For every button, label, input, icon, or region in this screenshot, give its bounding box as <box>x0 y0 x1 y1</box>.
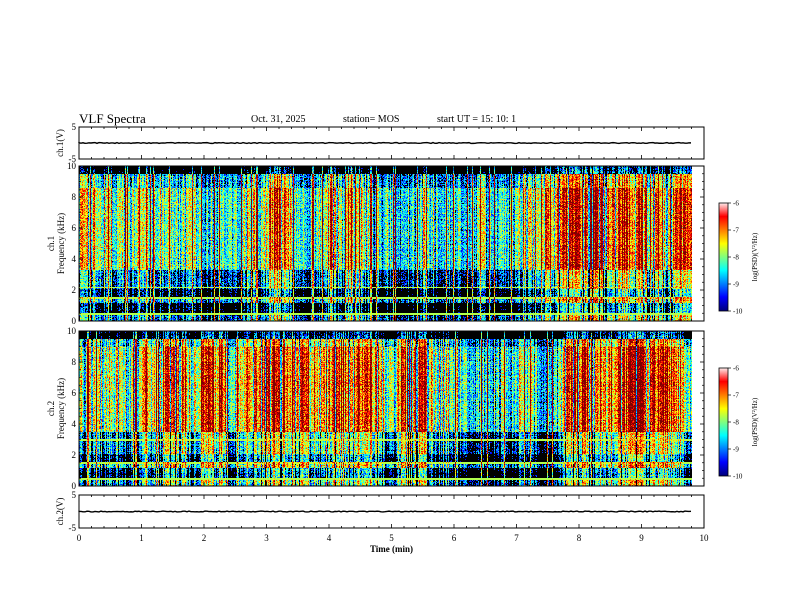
ch2-spectrogram-ylabel-line: Frequency (kHz) <box>56 378 66 439</box>
ch1-spectrogram-ylabel-line: ch.1 <box>46 236 56 251</box>
ch1-spectrogram-ytick-label: 0 <box>72 316 77 326</box>
date-label: Oct. 31, 2025 <box>251 114 306 125</box>
x-tick-label: 7 <box>514 533 519 543</box>
ch2-voltage-panel <box>78 494 705 529</box>
x-tick-label: 10 <box>700 533 710 543</box>
x-axis-label: Time (min) <box>370 544 413 554</box>
ch1-spectrogram-ytick-label: 8 <box>72 192 77 202</box>
ch1-voltage-ytick-label: 5 <box>72 122 77 132</box>
ch2-spectrogram-image <box>79 331 692 486</box>
ch1-voltage-trace <box>78 141 692 145</box>
ch1-voltage-panel <box>78 126 705 160</box>
x-tick-label: 0 <box>77 533 82 543</box>
ch2-spectrogram-ytick-label: 6 <box>72 388 77 398</box>
ch1-voltage-ylabel: ch.1(V) <box>55 129 65 157</box>
colorbar-frame <box>718 367 729 477</box>
ch2-spectrogram-ytick-label: 8 <box>72 357 77 367</box>
colorbar-label: log(PSD)(V²/Hz) <box>751 232 759 281</box>
ch2-spectrogram-colorbar <box>718 367 731 477</box>
colorbar-tick-label: -9 <box>733 281 739 289</box>
colorbar-tick-label: -7 <box>733 392 739 400</box>
ch2-spectrogram-panel <box>78 330 705 487</box>
ch1-spectrogram-ylabel-line: Frequency (kHz) <box>56 213 66 274</box>
x-tick-label: 1 <box>139 533 144 543</box>
colorbar-frame <box>718 202 729 312</box>
ch2-voltage-ylabel: ch.2(V) <box>55 498 65 526</box>
ch1-voltage-ytick-label: -5 <box>69 154 77 164</box>
ch2-voltage-ytick-label: -5 <box>69 523 77 533</box>
start-time-label: start UT = 15: 10: 1 <box>437 114 517 125</box>
ch1-spectrogram-panel <box>78 165 705 322</box>
ch2-spectrogram-ylabel-line: ch.2 <box>46 401 56 416</box>
x-tick-label: 4 <box>327 533 332 543</box>
colorbar-tick-label: -6 <box>733 365 739 373</box>
colorbar-tick-label: -7 <box>733 227 739 235</box>
colorbar-tick-label: -10 <box>733 473 743 481</box>
ch1-colorbar-gradient <box>719 203 728 311</box>
x-tick-label: 5 <box>389 533 394 543</box>
colorbar-tick-label: -6 <box>733 200 739 208</box>
ch2-voltage-trace <box>78 510 692 513</box>
x-tick-label: 9 <box>639 533 644 543</box>
ch1-spectrogram-ytick-label: 2 <box>72 285 77 295</box>
x-tick-label: 2 <box>202 533 207 543</box>
chart-title: VLF Spectra <box>79 111 146 126</box>
ch2-spectrogram-frame <box>78 330 705 487</box>
ch2-spectrogram-ytick-label: 4 <box>72 419 77 429</box>
colorbar-tick-label: -10 <box>733 308 743 316</box>
ch2-spectrogram-ytick-label: 0 <box>72 481 77 491</box>
ch2-colorbar-gradient <box>719 368 728 476</box>
colorbar-label: log(PSD)(V²/Hz) <box>751 397 759 446</box>
ch1-spectrogram-ytick-label: 4 <box>72 254 77 264</box>
x-tick-label: 6 <box>452 533 457 543</box>
colorbar-tick-label: -8 <box>733 254 739 262</box>
x-tick-label: 8 <box>577 533 582 543</box>
ch1-spectrogram-frame <box>78 165 705 322</box>
colorbar-tick-label: -8 <box>733 419 739 427</box>
colorbar-tick-label: -9 <box>733 446 739 454</box>
ch1-spectrogram-colorbar <box>718 202 731 312</box>
ch2-spectrogram-ytick-label: 2 <box>72 450 77 460</box>
ch1-spectrogram-ytick-label: 10 <box>67 161 77 171</box>
ch1-spectrogram-image <box>79 166 692 321</box>
station-label: station= MOS <box>343 114 400 125</box>
x-tick-label: 3 <box>264 533 269 543</box>
ch2-voltage-ytick-label: 5 <box>72 490 77 500</box>
ch1-spectrogram-ytick-label: 6 <box>72 223 77 233</box>
ch2-spectrogram-ytick-label: 10 <box>67 326 77 336</box>
